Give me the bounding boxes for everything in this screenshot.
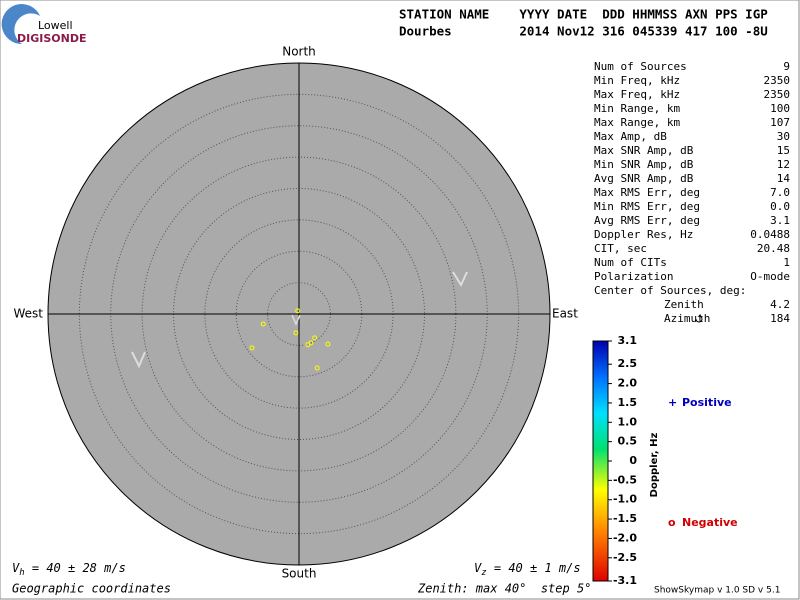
stat-label: Max Amp, dB xyxy=(594,130,667,143)
stat-value: 100 xyxy=(770,102,790,115)
stat-value: 0.0488 xyxy=(750,228,790,241)
stat-label: Avg RMS Err, deg xyxy=(594,214,700,227)
colorbar xyxy=(592,340,609,582)
stat-value: 4.2 xyxy=(770,298,790,311)
stat-label: Max Freq, kHz xyxy=(594,88,680,101)
header-line: STATION NAME YYYY DATE DDD HHMMSS AXN PP… xyxy=(399,7,768,22)
velocity-glyph xyxy=(291,314,301,326)
colorbar-tick-label: 1.0 xyxy=(618,415,638,428)
stat-value: 30 xyxy=(777,130,790,143)
stat-label: Zenith xyxy=(664,298,704,311)
stat-value: 2350 xyxy=(764,74,791,87)
colorbar-tick-label: -2.0 xyxy=(613,531,637,544)
stat-value: 15 xyxy=(777,144,790,157)
velocity-glyph xyxy=(131,351,146,369)
stat-label: CIT, sec xyxy=(594,242,647,255)
colorbar-title: Doppler, Hz xyxy=(649,433,660,498)
legend-symbol: o xyxy=(668,516,676,529)
colorbar-tick-label: -2.5 xyxy=(613,551,637,564)
stat-label: Min SNR Amp, dB xyxy=(594,158,694,171)
stat-value: 7.0 xyxy=(770,186,790,199)
stat-value: 20.48 xyxy=(757,242,790,255)
logo-swoosh xyxy=(1,4,40,45)
source-point xyxy=(312,335,318,341)
compass-label: North xyxy=(282,45,316,59)
stat-label: Num of Sources xyxy=(594,60,687,73)
compass-label: West xyxy=(13,307,43,321)
coordinates-note: Geographic coordinates xyxy=(12,582,171,596)
colorbar-tick-label: 0 xyxy=(629,454,637,467)
stat-label: Doppler Res, Hz xyxy=(594,228,693,241)
stat-label: Polarization xyxy=(594,270,673,283)
stat-value: 14 xyxy=(777,172,791,185)
stat-value: 0.0 xyxy=(770,200,790,213)
header-line: Dourbes 2014 Nov12 316 045339 417 100 -8… xyxy=(399,24,768,39)
stat-value: 2350 xyxy=(764,88,791,101)
colorbar-tick-label: -0.5 xyxy=(613,473,637,486)
velocity-h: Vh = 40 ± 28 m/s xyxy=(12,561,126,578)
stat-value: O-mode xyxy=(750,270,790,283)
colorbar-tick-label: 2.5 xyxy=(618,357,638,370)
stat-label: Min RMS Err, deg xyxy=(594,200,700,213)
source-point xyxy=(325,341,331,347)
source-point xyxy=(260,321,266,327)
colorbar-tick-label: 2.0 xyxy=(618,377,638,390)
stat-label: Max SNR Amp, dB xyxy=(594,144,694,157)
stat-value: 12 xyxy=(777,158,790,171)
source-point xyxy=(249,345,255,351)
logo-bottom: DIGISONDE xyxy=(17,32,86,45)
colorbar-tick-label: -1.5 xyxy=(613,512,637,525)
stat-group-label: Center of Sources, deg: xyxy=(594,284,746,297)
stat-label: Azimuth xyxy=(664,312,710,325)
version: ShowSkymap v 1.0 SD v 5.1 xyxy=(654,586,780,596)
colorbar-tick-label: 1.5 xyxy=(618,396,638,409)
legend-symbol: + xyxy=(668,396,677,409)
compass-label: East xyxy=(552,307,578,321)
legend-label: Negative xyxy=(682,516,738,529)
colorbar-tick-label: -1.0 xyxy=(613,493,637,506)
stat-value: 9 xyxy=(783,60,790,73)
stat-label: Max Range, km xyxy=(594,116,680,129)
source-point xyxy=(305,342,311,348)
source-point xyxy=(293,330,299,336)
stat-label: Min Range, km xyxy=(594,102,680,115)
stat-value: 184 xyxy=(770,312,790,325)
stat-label: Avg SNR Amp, dB xyxy=(594,172,694,185)
stat-label: Min Freq, kHz xyxy=(594,74,680,87)
compass-label: South xyxy=(282,567,317,581)
velocity-glyph xyxy=(452,271,468,288)
colorbar-tick-label: 3.1 xyxy=(618,334,638,347)
colorbar-tick-label: 0.5 xyxy=(618,435,638,448)
legend-label: Positive xyxy=(682,396,732,409)
colorbar-tick-label: -3.1 xyxy=(613,574,637,587)
stat-value: 1 xyxy=(783,256,790,269)
velocity-z: Vz = 40 ± 1 m/s xyxy=(474,561,581,578)
stat-value: 3.1 xyxy=(770,214,790,227)
logo-top: Lowell xyxy=(38,19,73,32)
stat-label: Num of CITs xyxy=(594,256,667,269)
zenith-note: Zenith: max 40° step 5° xyxy=(417,582,591,596)
azimuth-icon xyxy=(695,314,703,323)
stat-value: 107 xyxy=(770,116,790,129)
source-point xyxy=(314,365,320,371)
stat-label: Max RMS Err, deg xyxy=(594,186,700,199)
source-point xyxy=(295,308,301,314)
